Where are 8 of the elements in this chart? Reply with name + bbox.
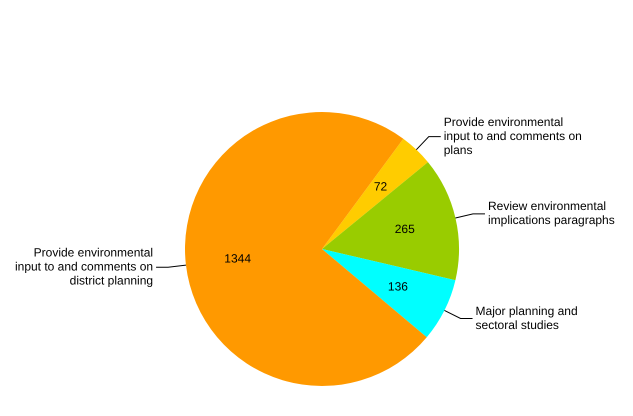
slice-label: Major planning and sectoral studies	[476, 304, 578, 332]
data-label: 72	[374, 180, 388, 194]
data-label: 265	[394, 222, 416, 236]
slice-label: Review environmental implications paragraphs	[488, 199, 615, 228]
slice-label: Provide environmental input to and comments on plans	[444, 114, 582, 157]
data-label: 1344	[224, 251, 252, 266]
data-label: 136	[388, 279, 408, 294]
slice-label: Provide environmental input to and comments on district planning	[14, 246, 154, 288]
